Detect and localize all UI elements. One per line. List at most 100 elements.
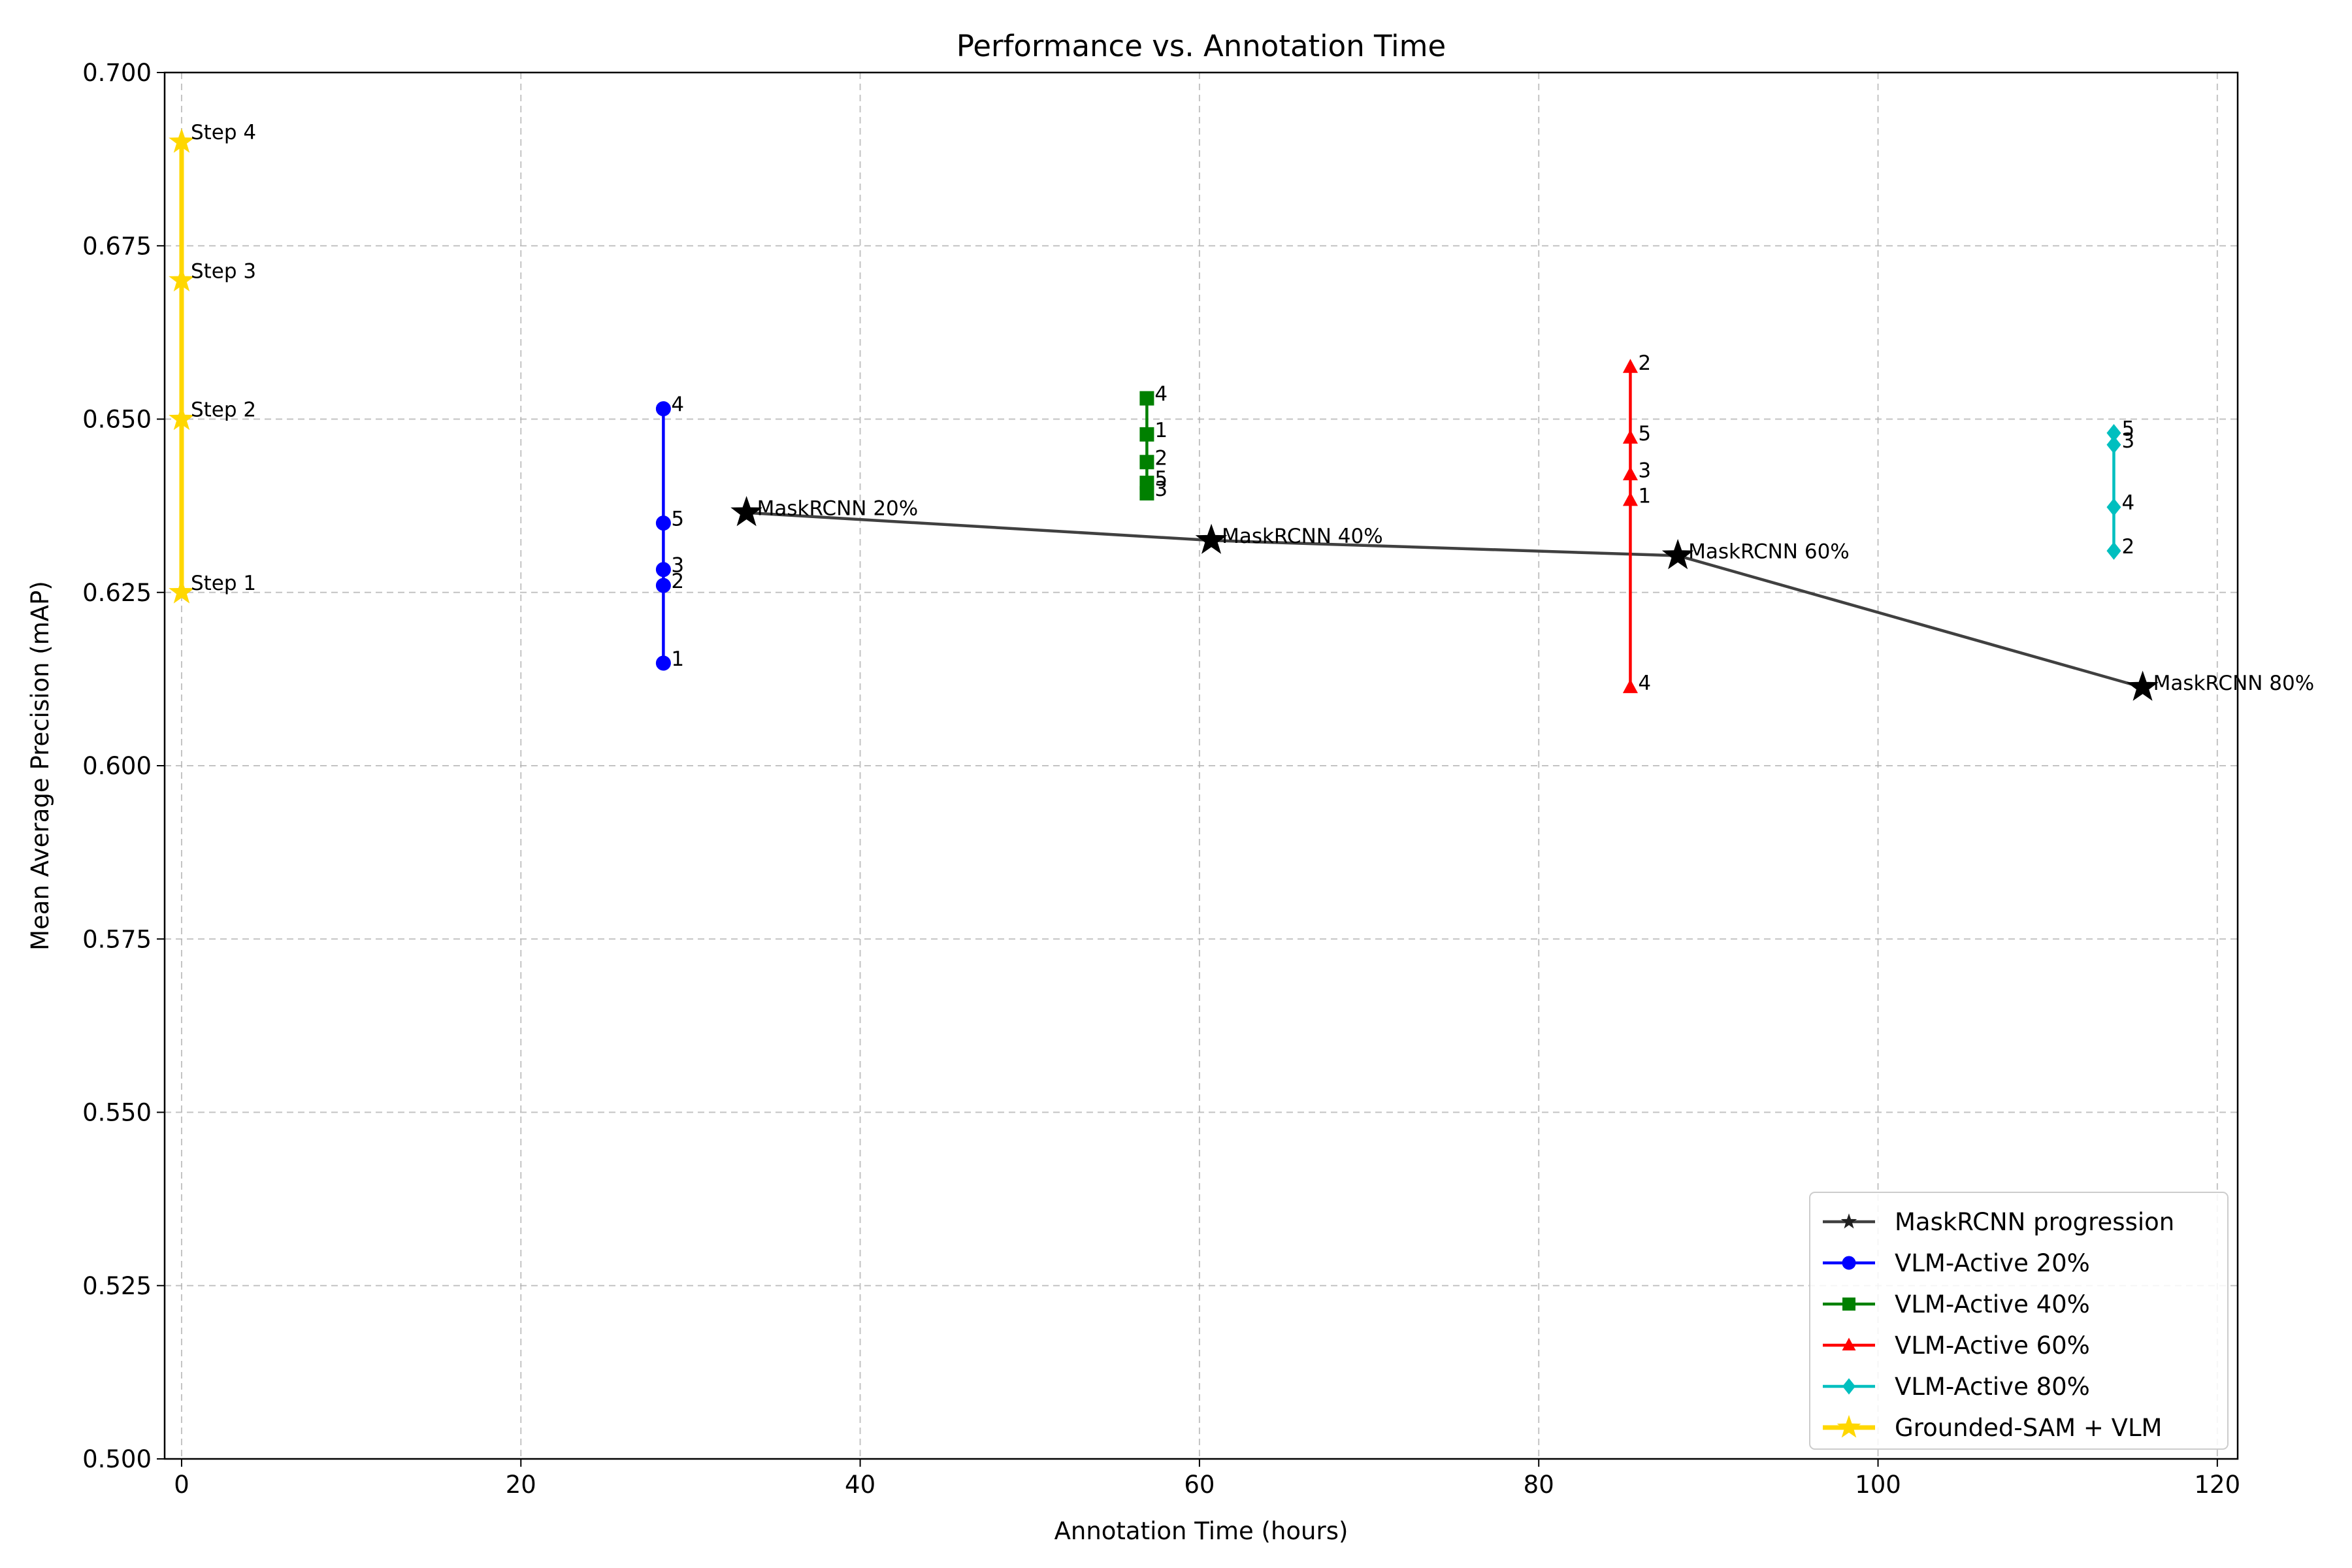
data-point	[2127, 670, 2159, 701]
legend-label: VLM-Active 20%	[1895, 1249, 2090, 1277]
data-label: Step 1	[191, 572, 256, 595]
data-point	[1139, 455, 1154, 470]
legend-swatch-marker	[1840, 1213, 1857, 1229]
data-label: 1	[1638, 485, 1651, 508]
data-point	[655, 515, 671, 531]
x-tick-label: 20	[506, 1471, 536, 1499]
data-point	[2106, 423, 2121, 442]
data-label: 3	[1154, 478, 1168, 501]
data-label: 2	[1638, 351, 1651, 375]
data-point	[1622, 359, 1638, 373]
legend-label: Grounded-SAM + VLM	[1895, 1414, 2162, 1442]
y-tick-label: 0.675	[82, 232, 152, 260]
data-label: 4	[1638, 672, 1651, 695]
data-point	[1622, 429, 1638, 444]
y-tick-label: 0.550	[82, 1099, 152, 1127]
x-axis-title: Annotation Time (hours)	[1054, 1517, 1348, 1545]
data-point	[169, 128, 195, 153]
data-label: 5	[671, 508, 684, 531]
data-label: 4	[1154, 383, 1168, 406]
data-point	[1622, 679, 1638, 693]
data-point	[655, 655, 671, 671]
legend-swatch-marker	[1837, 1414, 1861, 1438]
data-point	[655, 401, 671, 417]
x-tick-label: 60	[1184, 1471, 1215, 1499]
x-tick-label: 120	[2195, 1471, 2241, 1499]
data-point	[1139, 427, 1154, 442]
legend-item: MaskRCNN progression	[1823, 1208, 2174, 1236]
legend-item: VLM-Active 80%	[1823, 1373, 2090, 1401]
y-tick-label: 0.525	[82, 1272, 152, 1300]
series-layer: MaskRCNN 20% MaskRCNN 40% MaskRCNN 60% Mask…	[169, 121, 2314, 701]
axis-ticks: 0 20 40 60 80 100 120 0.500 0.525 0.550 0.575 0.600…	[82, 59, 2240, 1499]
data-label: 2	[1154, 446, 1168, 470]
data-point	[1661, 538, 1694, 570]
legend-label: VLM-Active 60%	[1895, 1331, 2090, 1360]
x-tick-label: 40	[845, 1471, 875, 1499]
legend-swatch-marker	[1842, 1256, 1856, 1270]
x-tick-label: 100	[1855, 1471, 1901, 1499]
data-point	[655, 578, 671, 593]
legend-item: VLM-Active 40%	[1823, 1290, 2090, 1318]
data-label: MaskRCNN 60%	[1688, 540, 1850, 564]
data-label: 1	[671, 647, 684, 671]
legend-item: VLM-Active 60%	[1823, 1331, 2090, 1360]
y-tick-label: 0.625	[82, 579, 152, 607]
data-label: 1	[1154, 419, 1168, 442]
data-point	[169, 405, 195, 431]
x-tick-label: 80	[1524, 1471, 1554, 1499]
y-tick-label: 0.500	[82, 1445, 152, 1473]
data-label: 2	[2121, 535, 2134, 559]
data-label: Step 3	[191, 259, 256, 283]
data-point	[730, 496, 762, 527]
y-tick-label: 0.700	[82, 59, 152, 87]
data-point	[169, 267, 195, 292]
data-label: 5	[1154, 467, 1168, 491]
data-point	[2106, 542, 2121, 560]
data-label: Step 4	[191, 121, 256, 144]
data-label: 2	[671, 570, 684, 593]
y-tick-label: 0.575	[82, 925, 152, 953]
data-label: Step 2	[191, 399, 256, 422]
legend-label: VLM-Active 40%	[1895, 1290, 2090, 1318]
legend-item: VLM-Active 20%	[1823, 1249, 2090, 1277]
data-label: 3	[1638, 459, 1651, 482]
series-0: MaskRCNN 20% MaskRCNN 40% MaskRCNN 60% Mask…	[730, 496, 2314, 701]
x-tick-label: 0	[174, 1471, 189, 1499]
data-label: 5	[1638, 422, 1651, 446]
data-label: 4	[2121, 491, 2134, 515]
data-point	[1139, 476, 1154, 491]
series-line	[746, 511, 2144, 689]
data-point	[1139, 391, 1154, 406]
series-3: 1 2 3 4 5	[1622, 351, 1651, 695]
series-5: Step 1 Step 2 Step 3 Step 4	[169, 121, 256, 604]
legend: MaskRCNN progression VLM-Active 20% VLM-Ac…	[1809, 1192, 2229, 1450]
data-label: 4	[671, 393, 684, 417]
data-label: 5	[2121, 417, 2134, 441]
data-point	[169, 578, 195, 604]
data-label: 3	[671, 554, 684, 578]
data-point	[1622, 491, 1638, 506]
legend-item: Grounded-SAM + VLM	[1823, 1414, 2162, 1442]
data-label: 3	[2121, 429, 2134, 453]
y-axis-title: Mean Average Precision (mAP)	[26, 581, 54, 951]
data-point	[1195, 523, 1228, 554]
series-4: 2 3 4 5	[2106, 417, 2134, 560]
data-point	[2106, 498, 2121, 516]
y-tick-label: 0.650	[82, 406, 152, 434]
data-label: MaskRCNN 40%	[1222, 525, 1383, 548]
legend-swatch-marker	[1842, 1378, 1855, 1395]
data-point	[1622, 466, 1638, 481]
y-tick-label: 0.600	[82, 752, 152, 780]
data-point	[655, 562, 671, 578]
legend-swatch-marker	[1842, 1298, 1855, 1311]
legend-box	[1809, 1192, 2229, 1450]
data-label: MaskRCNN 80%	[2153, 672, 2315, 695]
legend-label: MaskRCNN progression	[1895, 1208, 2174, 1236]
data-label: MaskRCNN 20%	[757, 497, 919, 521]
legend-swatch-marker	[1842, 1337, 1856, 1350]
legend-label: VLM-Active 80%	[1895, 1373, 2090, 1401]
chart-title: Performance vs. Annotation Time	[956, 29, 1446, 63]
data-point	[2106, 436, 2121, 454]
